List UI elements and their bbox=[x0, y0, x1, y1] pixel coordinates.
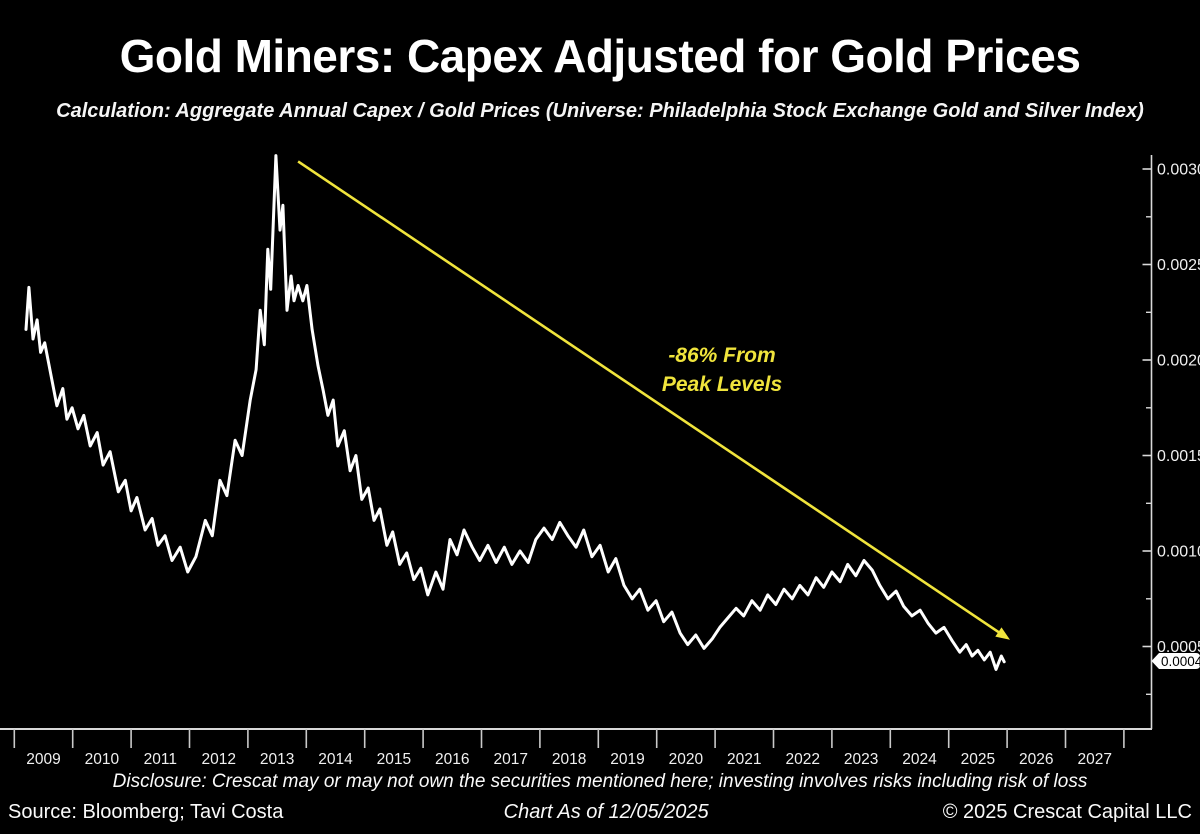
x-tick-label: 2018 bbox=[552, 751, 586, 768]
x-tick-label: 2017 bbox=[493, 751, 527, 768]
trend-arrow-head bbox=[995, 627, 1010, 640]
x-tick-label: 2024 bbox=[902, 751, 937, 768]
x-tick-label: 2011 bbox=[144, 751, 177, 768]
x-tick-label: 2015 bbox=[377, 751, 411, 768]
annotation-line-1: -86% From bbox=[668, 344, 776, 367]
peak-decline-annotation: -86% From Peak Levels bbox=[612, 341, 832, 399]
x-tick-label: 2016 bbox=[435, 751, 469, 768]
disclosure-text: Disclosure: Crescat may or may not own t… bbox=[112, 771, 1088, 792]
chart-subtitle: Calculation: Aggregate Annual Capex / Go… bbox=[56, 100, 1144, 122]
as-of-text: Chart As of 12/05/2025 bbox=[503, 801, 709, 823]
x-tick-label: 2013 bbox=[260, 751, 294, 768]
chart-title: Gold Miners: Capex Adjusted for Gold Pri… bbox=[119, 30, 1081, 82]
x-tick-label: 2021 bbox=[727, 751, 761, 768]
x-tick-label: 2020 bbox=[669, 751, 704, 768]
x-tick-label: 2025 bbox=[961, 751, 995, 768]
source-text: Source: Bloomberg; Tavi Costa bbox=[8, 801, 284, 823]
copyright-text: © 2025 Crescat Capital LLC bbox=[942, 801, 1192, 823]
last-value-badge bbox=[1151, 653, 1200, 669]
x-tick-label: 2023 bbox=[844, 751, 878, 768]
x-tick-label: 2009 bbox=[26, 751, 60, 768]
y-tick-label: 0.0015 bbox=[1157, 448, 1200, 465]
x-tick-label: 2012 bbox=[201, 751, 235, 768]
y-tick-label: 0.0025 bbox=[1157, 257, 1200, 274]
x-tick-label: 2022 bbox=[785, 751, 819, 768]
x-tick-label: 2019 bbox=[610, 751, 644, 768]
annotation-line-2: Peak Levels bbox=[661, 373, 783, 396]
x-tick-label: 2010 bbox=[85, 751, 120, 768]
y-tick-label: 0.0005 bbox=[1157, 639, 1200, 656]
capex-line bbox=[24, 154, 1006, 671]
last-value-label: 0.0004 bbox=[1161, 654, 1200, 669]
x-tick-label: 2014 bbox=[318, 751, 353, 768]
trend-arrow-line bbox=[297, 160, 1004, 636]
x-tick-label: 2027 bbox=[1077, 751, 1111, 768]
x-tick-label: 2026 bbox=[1019, 751, 1053, 768]
